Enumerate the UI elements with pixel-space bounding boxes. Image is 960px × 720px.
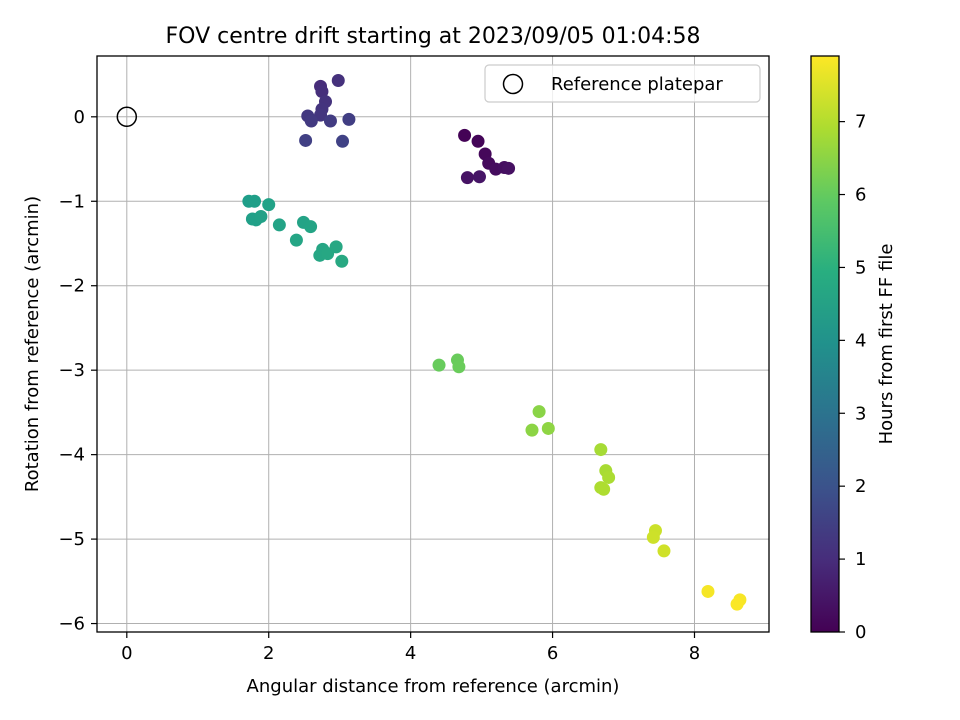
data-point — [597, 482, 611, 496]
x-tick-label: 8 — [689, 643, 700, 664]
data-point — [331, 73, 345, 87]
data-point — [289, 233, 303, 247]
reference-platepar-marker — [116, 106, 138, 128]
x-tick-label: 2 — [263, 643, 274, 664]
colorbar-tick-label: 0 — [855, 622, 866, 643]
data-point — [701, 584, 715, 598]
data-point — [272, 218, 286, 232]
y-tick-label: −3 — [58, 360, 85, 381]
colorbar-tick-label: 1 — [855, 549, 866, 570]
x-axis-label: Angular distance from reference (arcmin) — [247, 676, 620, 697]
data-point — [594, 443, 608, 457]
data-point — [657, 544, 671, 558]
data-point — [432, 358, 446, 372]
plot-frame — [96, 55, 770, 633]
data-point — [602, 470, 616, 484]
x-tick-label: 6 — [547, 643, 558, 664]
data-point — [532, 405, 546, 419]
data-point — [541, 421, 555, 435]
data-point — [335, 254, 349, 268]
colorbar-tick-label: 4 — [855, 330, 866, 351]
data-point — [458, 128, 472, 142]
chart-title: FOV centre drift starting at 2023/09/05 … — [166, 24, 701, 49]
colorbar: 0 1 2 3 4 5 6 7 Hours from first FF file — [810, 55, 897, 643]
y-tick-label: −6 — [58, 614, 85, 635]
colorbar-gradient — [810, 55, 840, 633]
data-point — [342, 112, 356, 126]
y-tick-label: −1 — [58, 191, 85, 212]
y-axis-label: Rotation from reference (arcmin) — [22, 196, 43, 492]
data-point — [299, 133, 313, 147]
legend-box — [484, 64, 761, 103]
legend-label-reference: Reference platepar — [551, 74, 723, 95]
legend: Reference platepar — [484, 64, 761, 103]
data-point — [254, 209, 268, 223]
x-tick-label: 0 — [121, 643, 132, 664]
data-point — [471, 134, 485, 148]
colorbar-tick-label: 5 — [855, 257, 866, 278]
colorbar-tick-label: 3 — [855, 403, 866, 424]
data-point — [730, 597, 744, 611]
data-point — [262, 198, 276, 212]
colorbar-tick-label: 2 — [855, 476, 866, 497]
data-point — [329, 240, 343, 254]
data-point — [336, 134, 350, 148]
y-axis-ticks: 0 −1 −2 −3 −4 −5 −6 — [58, 107, 97, 635]
colorbar-ticks: 0 1 2 3 4 5 6 7 — [839, 112, 866, 643]
data-point — [323, 114, 337, 128]
data-point — [248, 194, 262, 208]
colorbar-tick-label: 6 — [855, 185, 866, 206]
scatter-points — [116, 73, 747, 611]
data-point — [304, 220, 318, 234]
data-point — [314, 108, 328, 122]
y-tick-label: −2 — [58, 276, 85, 297]
y-tick-label: −4 — [58, 445, 85, 466]
x-tick-label: 4 — [405, 643, 416, 664]
x-axis-ticks: 0 2 4 6 8 — [121, 632, 700, 664]
data-point — [304, 114, 318, 128]
colorbar-label: Hours from first FF file — [876, 244, 897, 445]
colorbar-tick-label: 7 — [855, 112, 866, 133]
legend-marker-reference — [502, 73, 524, 95]
y-tick-label: 0 — [74, 107, 85, 128]
data-point — [460, 171, 474, 185]
data-point — [452, 360, 466, 374]
data-point — [315, 84, 329, 98]
data-point — [525, 423, 539, 437]
data-point — [502, 161, 516, 175]
data-point — [472, 170, 486, 184]
y-tick-label: −5 — [58, 529, 85, 550]
data-point — [646, 530, 660, 544]
